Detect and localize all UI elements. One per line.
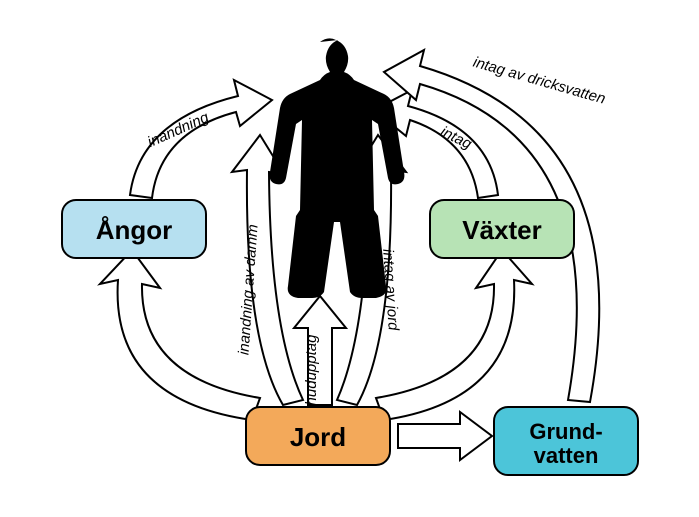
node-grundvatten: Grund- vatten [494,407,638,475]
node-grundvatten-label2: vatten [534,443,599,468]
node-vaxter-label: Växter [462,215,542,245]
node-vaxter: Växter [430,200,574,258]
label-inandning: inandning [145,109,212,151]
node-jord-label: Jord [290,422,346,452]
exposure-diagram: inandning av damm hudupptag intag av jor… [0,0,699,517]
arrow-hudupptag: hudupptag [294,296,346,405]
node-jord: Jord [246,407,390,465]
node-grundvatten-label1: Grund- [529,419,602,444]
arrow-jord-to-vaxter [376,250,532,420]
node-angor: Ångor [62,200,206,258]
node-angor-label: Ångor [96,215,173,245]
arrow-jord-to-grundvatten [398,412,492,460]
label-hudupptag: hudupptag [303,334,320,406]
